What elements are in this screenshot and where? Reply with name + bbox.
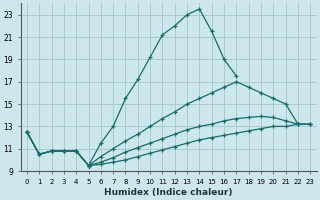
X-axis label: Humidex (Indice chaleur): Humidex (Indice chaleur) bbox=[104, 188, 233, 197]
